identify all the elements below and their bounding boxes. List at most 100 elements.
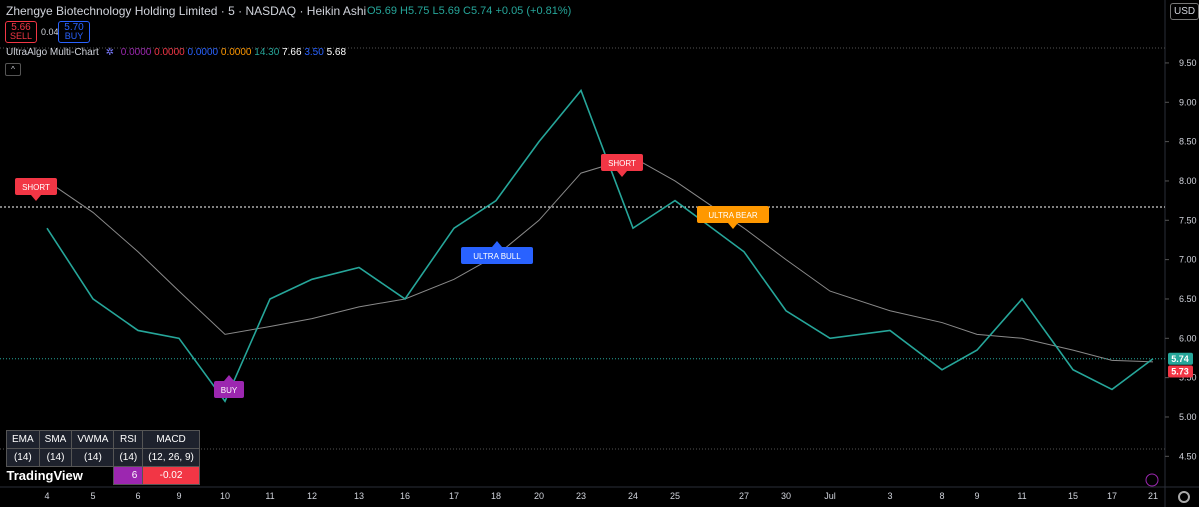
x-tick-label: 20 bbox=[534, 491, 544, 501]
x-tick-label: 9 bbox=[974, 491, 979, 501]
y-tick-label: 7.00 bbox=[1179, 255, 1197, 265]
table-header: MACD bbox=[142, 430, 200, 449]
x-tick-label: 6 bbox=[135, 491, 140, 501]
signal: ULTRA BULL bbox=[461, 241, 533, 264]
x-tick-label: 15 bbox=[1068, 491, 1078, 501]
indicator-value: 0.0000 bbox=[187, 47, 219, 58]
alert-icon bbox=[1145, 473, 1159, 487]
table-cell: (14) bbox=[71, 448, 115, 467]
table-cell: (14) bbox=[38, 448, 73, 467]
y-tick-label: 8.00 bbox=[1179, 176, 1197, 186]
indicator-value: 5.68 bbox=[326, 47, 347, 58]
ohlc-value: H5.75 bbox=[400, 5, 430, 17]
signal: BUY bbox=[214, 375, 244, 398]
signal-label: SHORT bbox=[22, 183, 50, 192]
price-label: 5.74 bbox=[1171, 354, 1189, 364]
logo-text: TradingView bbox=[6, 468, 83, 484]
signal-box bbox=[461, 247, 533, 264]
x-tick-label: 17 bbox=[1107, 491, 1117, 501]
y-tick-label: 4.50 bbox=[1179, 451, 1197, 461]
moving-average bbox=[46, 156, 1154, 363]
symbol-title[interactable]: Zhengye Biotechnology Holding Limited · … bbox=[6, 4, 367, 18]
indicator-value: 3.50 bbox=[304, 47, 324, 58]
signal-box bbox=[214, 381, 244, 398]
indicator-value: 0.0000 bbox=[120, 47, 152, 58]
sell-label: SELL bbox=[9, 31, 33, 41]
currency-button[interactable]: USD bbox=[1170, 3, 1199, 20]
ohlc-value: C5.74 bbox=[463, 5, 493, 17]
table-cell: (12, 26, 9) bbox=[142, 448, 200, 467]
y-tick-label: 5.00 bbox=[1179, 412, 1197, 422]
price-line bbox=[46, 88, 1154, 403]
signal-arrow bbox=[492, 241, 502, 247]
table-cell: (14) bbox=[113, 448, 144, 467]
price-label-box bbox=[1168, 352, 1193, 365]
x-tick-label: 25 bbox=[670, 491, 680, 501]
x-tick-label: 24 bbox=[628, 491, 638, 501]
signal-label: ULTRA BEAR bbox=[708, 211, 757, 220]
table-cell: -0.02 bbox=[142, 466, 200, 485]
buy-button[interactable]: 5.70 BUY bbox=[58, 21, 90, 43]
x-tick-label: 21 bbox=[1148, 491, 1158, 501]
signal-arrow bbox=[31, 195, 41, 201]
info-table: EMA SMA VWMA RSI MACD (14) (14) (14) (14… bbox=[6, 430, 200, 485]
logo[interactable]: TradingView bbox=[6, 466, 114, 485]
table-header: EMA bbox=[6, 430, 40, 449]
signal-label: ULTRA BULL bbox=[473, 252, 521, 261]
signal: SHORT bbox=[15, 178, 57, 201]
collapse-button[interactable]: ^ bbox=[5, 63, 21, 76]
table: EMA SMA VWMA RSI MACD (14) (14) (14) (14… bbox=[6, 430, 200, 485]
x-tick-label: 8 bbox=[939, 491, 944, 501]
ohlc: O5.69 H5.75 L5.69 C5.74 +0.05 (+0.81%) bbox=[367, 5, 571, 17]
indicator: UltraAlgo Multi-Chart ✲ 0.0000 0.0000 0.… bbox=[6, 47, 347, 58]
signal-box bbox=[697, 206, 769, 223]
signal-arrow bbox=[728, 223, 738, 229]
indicator-value: 7.66 bbox=[282, 47, 302, 58]
y-tick-label: 5.50 bbox=[1179, 373, 1197, 383]
x-tick-label: 17 bbox=[449, 491, 459, 501]
price-label: 5.73 bbox=[1171, 367, 1189, 377]
x-tick-label: 30 bbox=[781, 491, 791, 501]
x-tick-label: 9 bbox=[176, 491, 181, 501]
signal-arrow bbox=[224, 375, 234, 381]
x-tick-label: 3 bbox=[887, 491, 892, 501]
buy-price: 5.70 bbox=[64, 22, 84, 33]
x-tick-label: 27 bbox=[739, 491, 749, 501]
change: +0.05 (+0.81%) bbox=[495, 5, 572, 17]
sell-button[interactable]: 5.66 SELL bbox=[5, 21, 37, 43]
x-tick-label: 5 bbox=[90, 491, 95, 501]
settings-icon bbox=[1178, 491, 1190, 503]
ohlc-value: O5.69 bbox=[367, 5, 397, 17]
x-tick-label: Jul bbox=[824, 491, 836, 501]
y-tick-label: 9.00 bbox=[1179, 97, 1197, 107]
x-tick-label: 4 bbox=[44, 491, 49, 501]
x-tick-label: 23 bbox=[576, 491, 586, 501]
ohlc-value: L5.69 bbox=[432, 5, 460, 17]
indicator-value: 0.0000 bbox=[220, 47, 252, 58]
signal: SHORT bbox=[601, 154, 643, 177]
buy-label: BUY bbox=[64, 31, 84, 41]
x-tick-label: 11 bbox=[265, 491, 274, 501]
indicator-value: 0.0000 bbox=[154, 47, 185, 58]
y-tick-label: 9.50 bbox=[1179, 58, 1197, 68]
y-tick-label: 6.00 bbox=[1179, 333, 1197, 343]
signal-box bbox=[601, 154, 643, 171]
table-header: RSI bbox=[113, 430, 144, 449]
signal-label: SHORT bbox=[608, 159, 636, 168]
table-header: SMA bbox=[38, 430, 73, 449]
y-tick-label: 7.50 bbox=[1179, 215, 1197, 225]
x-tick-label: 10 bbox=[220, 491, 230, 501]
indicator-value: 14.30 bbox=[254, 47, 280, 58]
signal-label: BUY bbox=[221, 386, 238, 395]
price-label-box bbox=[1168, 365, 1193, 378]
x-tick-label: 13 bbox=[354, 491, 364, 501]
table-cell: (14) bbox=[6, 448, 40, 467]
sell-price: 5.66 bbox=[11, 22, 31, 33]
y-tick-label: 8.50 bbox=[1179, 137, 1197, 147]
signal: ULTRA BEAR bbox=[697, 206, 769, 229]
signal-box bbox=[15, 178, 57, 195]
indicator-name[interactable]: UltraAlgo Multi-Chart bbox=[6, 47, 99, 58]
signal-arrow bbox=[617, 171, 627, 177]
